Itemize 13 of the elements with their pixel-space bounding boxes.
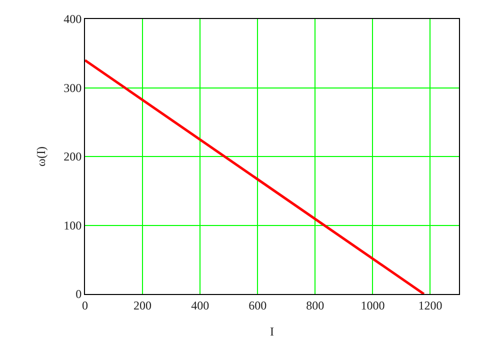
x-tick-label: 600 [248, 298, 267, 312]
x-tick-label: 200 [134, 298, 152, 312]
y-tick-label: 0 [76, 287, 82, 302]
y-tick-label: 100 [64, 218, 82, 232]
y-axis-title: ω(I) [34, 146, 48, 166]
x-tick-label: 1000 [360, 298, 385, 312]
y-tick-label: 400 [64, 12, 82, 26]
x-tick-label: 400 [191, 298, 210, 312]
x-tick-label: 800 [306, 298, 324, 312]
x-tick-label: 1200 [418, 298, 442, 312]
y-tick-label: 200 [64, 150, 82, 164]
x-axis-title: I [270, 324, 274, 338]
y-tick-label: 300 [64, 80, 82, 95]
